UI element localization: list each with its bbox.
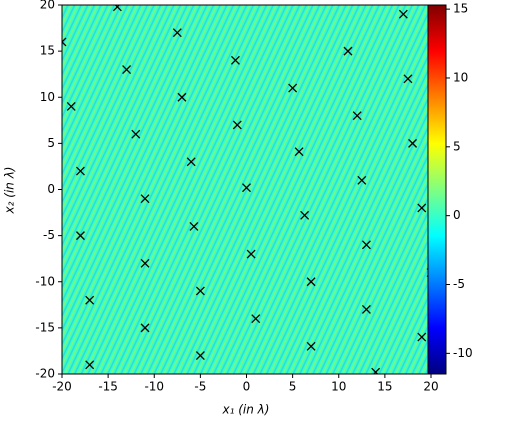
colorbar-tick-label: 0	[453, 208, 461, 222]
marker-x	[230, 55, 240, 65]
marker-x	[140, 258, 150, 268]
x-tick-label: -5	[194, 380, 206, 394]
colorbar-tick-label: 5	[453, 139, 461, 153]
heatmap-ripple	[62, 5, 431, 374]
marker-x	[85, 360, 95, 370]
y-tick-label: 0	[47, 182, 55, 196]
marker-x	[352, 111, 362, 121]
marker-x	[403, 74, 413, 84]
y-axis-label: x₂ (in λ)	[3, 167, 17, 215]
marker-x	[294, 147, 304, 157]
colorbar-tick-label: -10	[453, 346, 473, 360]
marker-x	[75, 231, 85, 241]
marker-x	[251, 314, 261, 324]
x-tick-label: 10	[331, 380, 346, 394]
x-tick-label: -15	[98, 380, 118, 394]
colorbar	[427, 4, 447, 375]
colorbar-tick-label: -5	[453, 277, 465, 291]
marker-x	[288, 83, 298, 93]
colorbar-tick-label: 15	[453, 2, 468, 16]
marker-x	[85, 295, 95, 305]
marker-x	[177, 92, 187, 102]
y-tick-label: 10	[40, 90, 55, 104]
y-tick-label: -10	[35, 274, 55, 288]
marker-x	[195, 351, 205, 361]
marker-x	[242, 183, 251, 193]
marker-x	[300, 210, 310, 220]
marker-x	[408, 138, 418, 148]
marker-x	[112, 5, 122, 12]
marker-x	[62, 37, 67, 47]
colorbar-tick-label: 10	[453, 70, 468, 84]
marker-x	[246, 249, 256, 259]
x-tick-label: -10	[144, 380, 164, 394]
marker-x	[361, 240, 371, 250]
marker-x	[140, 323, 150, 333]
marker-x	[186, 157, 196, 167]
marker-x	[131, 129, 141, 139]
marker-x	[232, 120, 242, 130]
marker-x	[122, 65, 132, 75]
marker-x	[172, 28, 182, 38]
marker-x	[417, 332, 427, 342]
x-tick-label: 5	[289, 380, 297, 394]
marker-x	[361, 304, 371, 314]
marker-x	[306, 277, 316, 287]
marker-x	[306, 341, 316, 351]
y-tick-label: -5	[43, 228, 55, 242]
markers	[62, 5, 431, 374]
marker-x	[417, 203, 427, 213]
marker-x	[66, 102, 76, 111]
x-tick-label: -20	[52, 380, 72, 394]
marker-x	[75, 166, 85, 176]
x-tick-label: 20	[423, 380, 438, 394]
y-tick-label: 15	[40, 44, 55, 58]
y-tick-label: 5	[47, 136, 55, 150]
y-tick-label: 20	[40, 0, 55, 12]
x-axis-label: x₁ (in λ)	[222, 403, 270, 417]
marker-x	[189, 221, 199, 231]
marker-x	[398, 9, 408, 19]
marker-x	[357, 175, 367, 185]
y-tick-label: -15	[35, 320, 55, 334]
x-tick-label: 15	[377, 380, 392, 394]
y-tick-label: -20	[35, 367, 55, 381]
marker-x	[195, 286, 205, 296]
marker-x	[371, 367, 381, 374]
marker-x	[343, 46, 353, 56]
marker-x	[140, 194, 150, 204]
x-tick-label: 0	[243, 380, 251, 394]
